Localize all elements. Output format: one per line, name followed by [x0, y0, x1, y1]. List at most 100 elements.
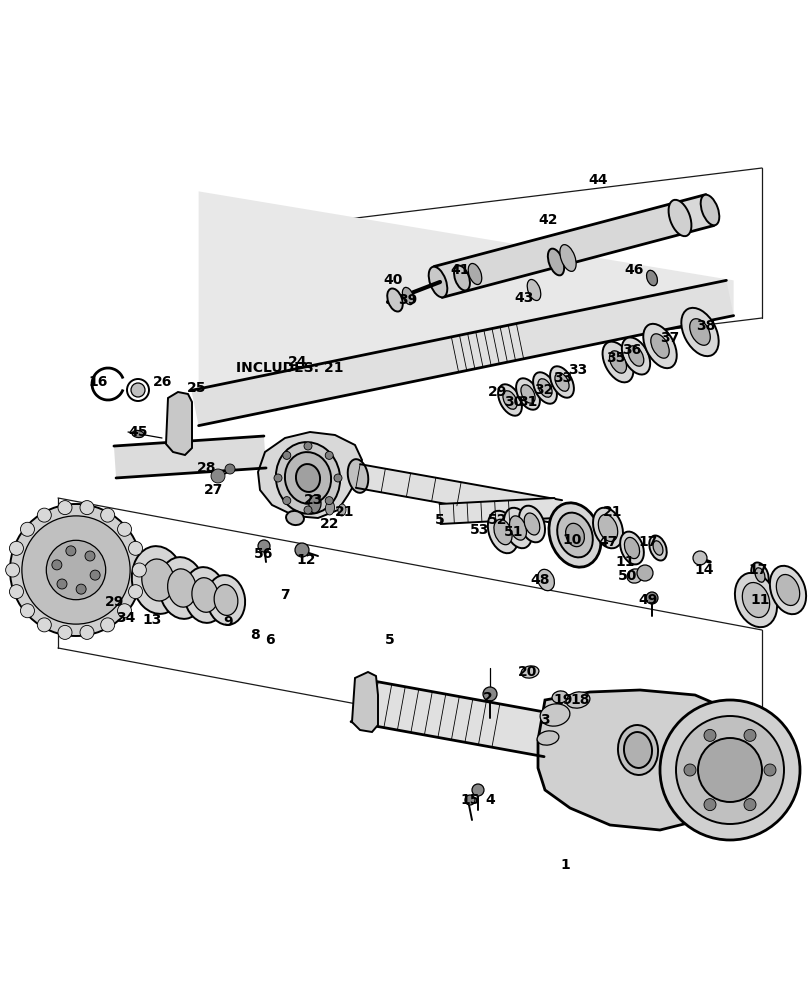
Text: 2: 2 [483, 691, 492, 705]
Polygon shape [433, 195, 713, 297]
Ellipse shape [503, 508, 531, 548]
Text: 5: 5 [384, 633, 394, 647]
Ellipse shape [642, 324, 676, 368]
Text: 27: 27 [204, 483, 223, 497]
Ellipse shape [667, 200, 691, 236]
Circle shape [471, 784, 483, 796]
Ellipse shape [551, 691, 567, 703]
Ellipse shape [521, 385, 534, 403]
Circle shape [273, 474, 281, 482]
Circle shape [80, 625, 94, 639]
Circle shape [118, 522, 131, 536]
Ellipse shape [347, 459, 368, 493]
Circle shape [211, 469, 225, 483]
Text: 8: 8 [250, 628, 260, 642]
Text: 48: 48 [530, 573, 549, 587]
Text: 56: 56 [254, 547, 273, 561]
Ellipse shape [689, 319, 710, 345]
Text: 22: 22 [320, 517, 339, 531]
Circle shape [676, 716, 783, 824]
Text: 50: 50 [617, 569, 637, 583]
Text: 45: 45 [128, 425, 148, 439]
Circle shape [22, 516, 130, 624]
Circle shape [258, 540, 270, 552]
Text: 35: 35 [606, 351, 625, 365]
Circle shape [101, 618, 114, 632]
Circle shape [57, 579, 67, 589]
Ellipse shape [537, 569, 554, 591]
Circle shape [282, 451, 290, 459]
Polygon shape [165, 392, 191, 455]
Circle shape [20, 522, 34, 536]
Circle shape [659, 700, 799, 840]
Ellipse shape [159, 557, 205, 619]
Ellipse shape [750, 562, 768, 588]
Ellipse shape [191, 578, 218, 612]
Ellipse shape [142, 559, 174, 601]
Text: 17: 17 [637, 535, 657, 549]
Ellipse shape [602, 342, 633, 382]
Circle shape [683, 764, 695, 776]
Text: 18: 18 [569, 693, 589, 707]
Circle shape [37, 618, 51, 632]
Circle shape [128, 585, 143, 599]
Text: 29: 29 [105, 595, 125, 609]
Text: 11: 11 [615, 555, 634, 569]
Circle shape [294, 543, 309, 557]
Ellipse shape [533, 372, 556, 404]
Text: 23: 23 [304, 493, 324, 507]
Ellipse shape [167, 569, 196, 607]
Circle shape [10, 541, 24, 555]
Ellipse shape [609, 351, 626, 373]
Text: 32: 32 [534, 383, 553, 397]
Ellipse shape [624, 537, 639, 559]
Circle shape [325, 497, 333, 505]
Polygon shape [351, 672, 378, 732]
Ellipse shape [775, 575, 799, 605]
Text: 9: 9 [223, 615, 233, 629]
Circle shape [76, 584, 86, 594]
Polygon shape [538, 690, 744, 830]
Circle shape [743, 799, 755, 811]
Text: 30: 30 [504, 395, 523, 409]
Ellipse shape [207, 575, 245, 625]
Text: 44: 44 [587, 173, 607, 187]
Polygon shape [439, 498, 555, 524]
Ellipse shape [516, 378, 539, 410]
Ellipse shape [620, 532, 643, 564]
Ellipse shape [131, 546, 184, 614]
Circle shape [66, 546, 75, 556]
Text: 53: 53 [470, 523, 489, 537]
Circle shape [303, 442, 311, 450]
Circle shape [58, 625, 72, 639]
Circle shape [132, 563, 146, 577]
Circle shape [58, 501, 72, 515]
Ellipse shape [536, 731, 558, 745]
Circle shape [763, 764, 775, 776]
Text: 28: 28 [197, 461, 217, 475]
Text: 36: 36 [621, 343, 641, 357]
Ellipse shape [497, 384, 521, 416]
Ellipse shape [285, 452, 331, 504]
Text: 41: 41 [449, 263, 470, 277]
Text: 20: 20 [517, 665, 537, 679]
Circle shape [703, 729, 715, 741]
Ellipse shape [183, 567, 226, 623]
Ellipse shape [646, 270, 657, 286]
Circle shape [325, 451, 333, 459]
Ellipse shape [309, 495, 320, 513]
Circle shape [703, 799, 715, 811]
Text: 21: 21 [335, 505, 354, 519]
Ellipse shape [592, 508, 622, 548]
Text: 47: 47 [598, 535, 617, 549]
Text: 52: 52 [487, 513, 507, 527]
Ellipse shape [487, 511, 517, 553]
Text: 24: 24 [288, 355, 307, 369]
Ellipse shape [628, 346, 643, 366]
Ellipse shape [649, 535, 666, 561]
Circle shape [46, 540, 105, 600]
Ellipse shape [337, 504, 345, 516]
Polygon shape [258, 432, 362, 518]
Circle shape [646, 592, 657, 604]
Ellipse shape [548, 503, 600, 567]
